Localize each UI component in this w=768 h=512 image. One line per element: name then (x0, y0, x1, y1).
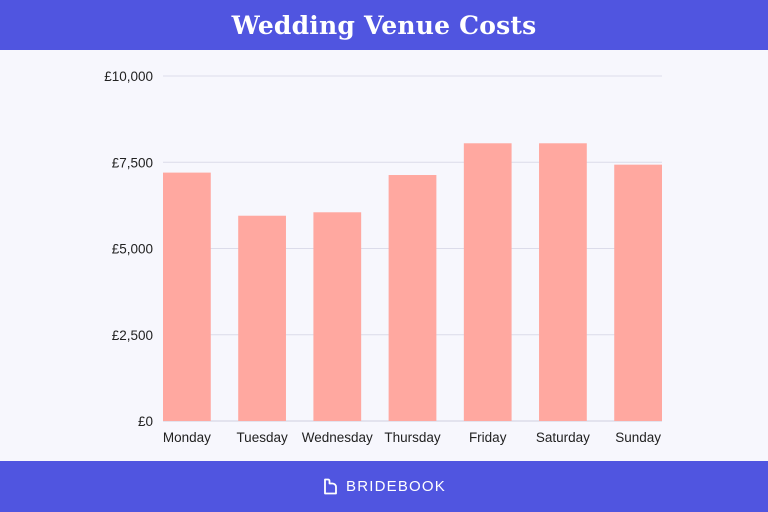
brand: BRIDEBOOK (322, 478, 446, 495)
bar-wednesday (313, 212, 362, 421)
bar-saturday (539, 143, 587, 421)
y-tick-label: £0 (138, 414, 153, 429)
chart-area: £0 £2,500 £5,000 £7,500 £10,000 Monday Tuesday… (0, 50, 768, 461)
bar-friday (463, 143, 512, 421)
x-tick-label: Wednesday (302, 430, 373, 445)
x-tick-label: Thursday (384, 430, 441, 445)
bridebook-logo-icon (324, 478, 337, 495)
bar-tuesday (238, 215, 286, 421)
y-tick-label: £5,000 (112, 242, 153, 257)
x-tick-label: Saturday (536, 430, 590, 445)
x-tick-label: Monday (163, 430, 211, 445)
x-tick-label: Sunday (615, 430, 661, 445)
x-tick-label: Tuesday (236, 430, 288, 445)
bar-thursday (388, 175, 437, 421)
bar-sunday (614, 164, 662, 421)
y-tick-label: £2,500 (112, 328, 153, 343)
chart-title: Wedding Venue Costs (231, 10, 537, 40)
x-tick-label: Friday (469, 430, 507, 445)
footer-band: BRIDEBOOK (0, 461, 768, 512)
brand-name: BRIDEBOOK (346, 478, 446, 495)
bar-chart: £0 £2,500 £5,000 £7,500 £10,000 Monday Tuesday… (104, 69, 662, 445)
header-band: Wedding Venue Costs (0, 0, 768, 50)
y-tick-label: £7,500 (112, 155, 153, 170)
y-tick-label: £10,000 (104, 69, 153, 84)
bar-monday (163, 172, 211, 421)
